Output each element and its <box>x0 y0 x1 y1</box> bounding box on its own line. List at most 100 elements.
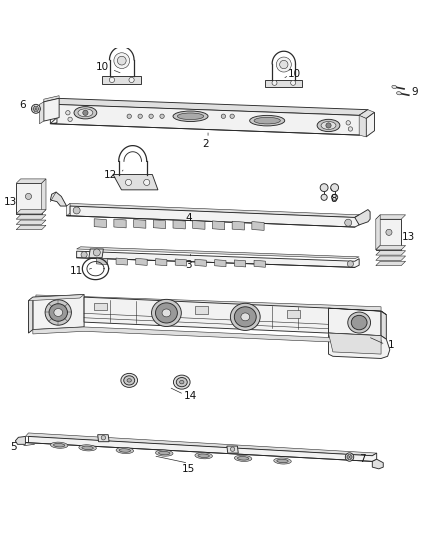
Polygon shape <box>328 333 381 354</box>
Ellipse shape <box>45 300 71 325</box>
Ellipse shape <box>78 109 93 117</box>
Circle shape <box>101 435 106 440</box>
Circle shape <box>144 179 150 185</box>
Text: 15: 15 <box>182 464 195 474</box>
Ellipse shape <box>234 455 252 462</box>
Polygon shape <box>376 246 406 250</box>
Circle shape <box>81 252 87 258</box>
Ellipse shape <box>82 446 93 450</box>
Circle shape <box>129 77 134 83</box>
Ellipse shape <box>241 313 250 321</box>
Polygon shape <box>155 259 167 265</box>
Text: 11: 11 <box>70 266 83 276</box>
Ellipse shape <box>152 300 181 327</box>
Polygon shape <box>50 104 368 135</box>
Ellipse shape <box>50 442 68 448</box>
Polygon shape <box>114 219 126 228</box>
Polygon shape <box>25 433 377 456</box>
Polygon shape <box>16 209 46 214</box>
Polygon shape <box>39 102 44 124</box>
Circle shape <box>160 114 164 118</box>
Ellipse shape <box>230 303 260 330</box>
Ellipse shape <box>53 443 65 447</box>
Circle shape <box>93 249 100 256</box>
Polygon shape <box>77 247 359 259</box>
Ellipse shape <box>176 377 187 387</box>
Polygon shape <box>376 219 401 250</box>
Polygon shape <box>42 179 46 214</box>
Circle shape <box>326 123 331 128</box>
Ellipse shape <box>159 451 170 455</box>
Ellipse shape <box>277 459 288 463</box>
Polygon shape <box>50 98 368 115</box>
Circle shape <box>345 219 352 226</box>
Polygon shape <box>44 98 59 121</box>
Circle shape <box>83 110 88 115</box>
Polygon shape <box>232 221 244 230</box>
Circle shape <box>117 56 126 65</box>
Polygon shape <box>67 206 359 227</box>
Text: 10: 10 <box>95 62 109 72</box>
Polygon shape <box>195 260 206 266</box>
Polygon shape <box>215 260 226 266</box>
Polygon shape <box>136 259 147 265</box>
Polygon shape <box>376 261 406 265</box>
Polygon shape <box>328 308 386 314</box>
Polygon shape <box>328 333 390 359</box>
Polygon shape <box>98 435 109 442</box>
Polygon shape <box>193 221 205 229</box>
Ellipse shape <box>173 111 208 122</box>
Ellipse shape <box>254 117 280 124</box>
Polygon shape <box>287 310 300 318</box>
Text: 3: 3 <box>185 260 192 270</box>
Polygon shape <box>44 96 59 102</box>
Ellipse shape <box>274 458 291 464</box>
Circle shape <box>114 53 130 69</box>
Circle shape <box>66 110 70 115</box>
Ellipse shape <box>124 376 134 385</box>
Ellipse shape <box>54 309 63 317</box>
Ellipse shape <box>155 450 173 456</box>
Ellipse shape <box>321 122 336 130</box>
Polygon shape <box>328 308 381 336</box>
Polygon shape <box>28 297 33 333</box>
Polygon shape <box>212 221 225 230</box>
Ellipse shape <box>250 115 285 126</box>
Circle shape <box>331 184 339 191</box>
Polygon shape <box>372 459 383 469</box>
Text: 8: 8 <box>330 194 337 204</box>
Polygon shape <box>102 76 141 84</box>
Polygon shape <box>84 297 328 333</box>
Circle shape <box>221 114 226 118</box>
Polygon shape <box>359 110 374 118</box>
Ellipse shape <box>79 445 96 451</box>
Ellipse shape <box>127 378 131 382</box>
Circle shape <box>68 117 72 122</box>
Circle shape <box>127 114 131 118</box>
Text: 10: 10 <box>288 69 301 79</box>
Polygon shape <box>16 220 46 224</box>
Ellipse shape <box>116 447 134 454</box>
Polygon shape <box>195 306 208 314</box>
Polygon shape <box>16 215 46 219</box>
Circle shape <box>25 193 32 199</box>
Ellipse shape <box>49 304 67 321</box>
Polygon shape <box>94 303 107 310</box>
Ellipse shape <box>317 119 340 132</box>
Polygon shape <box>376 215 406 219</box>
Circle shape <box>347 261 353 267</box>
Polygon shape <box>113 174 158 190</box>
Circle shape <box>291 80 296 85</box>
Polygon shape <box>16 225 46 230</box>
Polygon shape <box>173 220 185 229</box>
Polygon shape <box>376 251 406 255</box>
Polygon shape <box>381 311 386 339</box>
Text: 6: 6 <box>20 100 26 110</box>
Polygon shape <box>227 446 238 453</box>
Circle shape <box>33 106 39 111</box>
Circle shape <box>332 194 338 200</box>
Polygon shape <box>234 260 246 267</box>
Polygon shape <box>33 327 381 344</box>
Circle shape <box>73 207 80 214</box>
Polygon shape <box>355 209 370 225</box>
